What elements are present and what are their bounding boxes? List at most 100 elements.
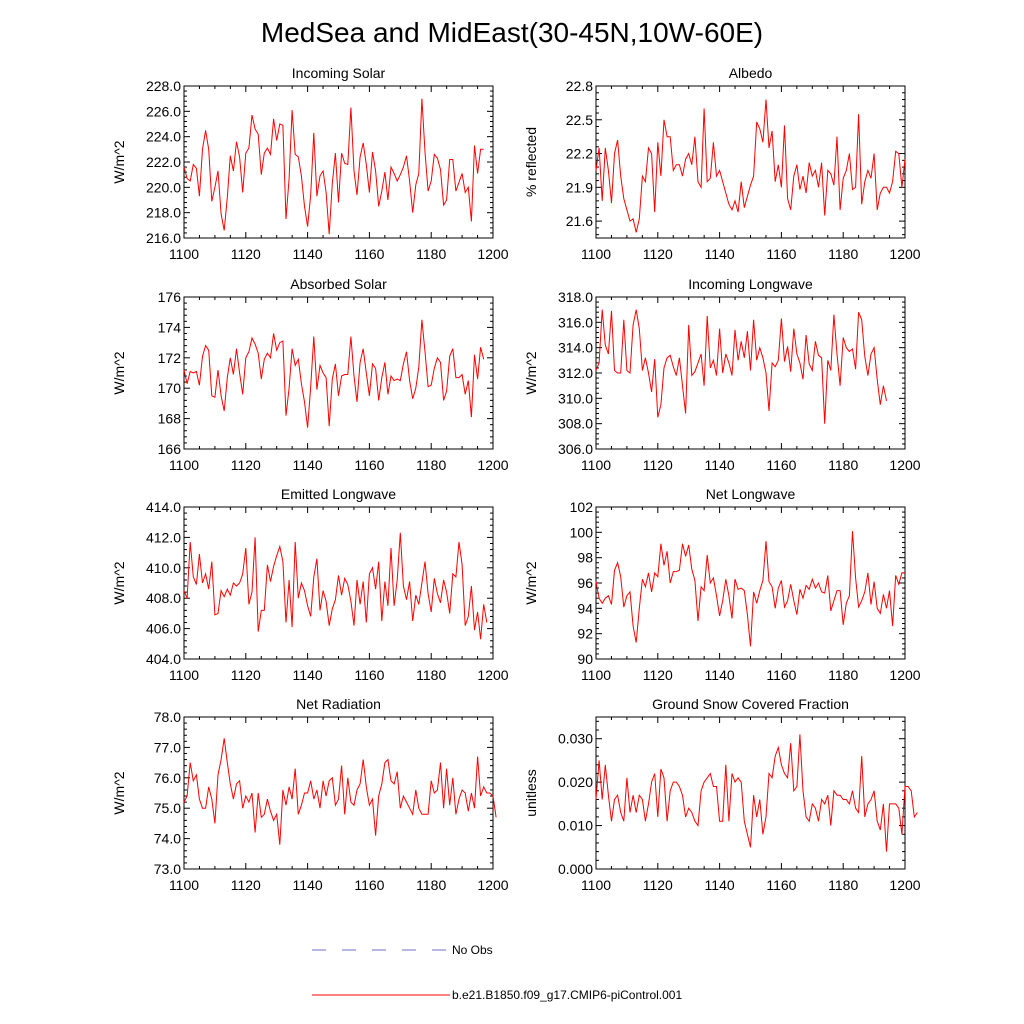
panel-5: Net Longwave W/m^2 1100 1120 1140 1160 1180 120… xyxy=(523,486,921,683)
panel-title: Ground Snow Covered Fraction xyxy=(652,696,849,712)
x-tick-label: 1100 xyxy=(169,457,199,473)
x-tick-label: 1160 xyxy=(354,877,384,893)
x-tick-label: 1200 xyxy=(889,667,920,683)
y-tick-label: 73.0 xyxy=(154,861,181,877)
x-tick-label: 1180 xyxy=(416,877,446,893)
y-tick-label: 216.0 xyxy=(146,230,181,246)
y-tick-label: 22.2 xyxy=(566,146,593,162)
x-tick-label: 1200 xyxy=(477,667,508,683)
y-tick-label: 408.0 xyxy=(146,590,181,606)
x-tick-label: 1200 xyxy=(477,877,508,893)
y-tick-label: 0.000 xyxy=(558,861,593,877)
x-tick-label: 1140 xyxy=(293,667,323,683)
x-tick-label: 1120 xyxy=(643,457,673,473)
x-tick-label: 1100 xyxy=(581,457,611,473)
x-tick-label: 1180 xyxy=(416,246,446,262)
series-line xyxy=(183,98,484,235)
y-tick-label: 96 xyxy=(577,575,593,591)
x-tick-label: 1120 xyxy=(643,246,673,262)
legend: No Obs b.e21.B1850.f09_g17.CMIP6-piContr… xyxy=(312,943,682,1002)
x-tick-label: 1200 xyxy=(889,877,920,893)
panel-7: Ground Snow Covered Fraction unitless 1100… xyxy=(523,696,921,893)
y-tick-label: 0.020 xyxy=(558,774,593,790)
panel-4: Emitted Longwave W/m^2 1100 1120 1140 1160 118… xyxy=(111,486,509,683)
x-tick-label: 1100 xyxy=(581,246,611,262)
y-tick-label: 21.9 xyxy=(566,179,593,195)
series-line xyxy=(595,531,905,647)
y-tick-label: 22.5 xyxy=(566,112,593,128)
x-tick-label: 1140 xyxy=(293,246,323,262)
x-tick-label: 1100 xyxy=(169,877,199,893)
y-tick-label: 314.0 xyxy=(558,340,593,356)
y-tick-label: 170 xyxy=(158,380,182,396)
panel-title: Emitted Longwave xyxy=(281,486,396,502)
legend-obs-label: No Obs xyxy=(452,943,493,957)
y-tick-label: 404.0 xyxy=(146,651,181,667)
panel-title: Incoming Longwave xyxy=(688,276,813,292)
y-tick-label: 100 xyxy=(570,524,594,540)
y-axis-label: W/m^2 xyxy=(111,140,127,183)
plot-frame xyxy=(183,506,494,660)
series-line xyxy=(595,734,918,852)
y-tick-label: 222.0 xyxy=(146,154,181,170)
y-axis-label: W/m^2 xyxy=(523,561,539,604)
x-tick-label: 1160 xyxy=(766,667,796,683)
y-axis-label: W/m^2 xyxy=(111,771,127,814)
y-tick-label: 22.8 xyxy=(566,78,593,94)
y-tick-label: 226.0 xyxy=(146,103,181,119)
y-tick-label: 412.0 xyxy=(146,529,181,545)
plot-frame xyxy=(183,85,494,239)
plot-frame xyxy=(183,296,494,450)
y-tick-label: 78.0 xyxy=(154,709,181,725)
panel-0: Incoming Solar W/m^2 1100 1120 1140 1160 1180 1… xyxy=(111,65,509,262)
x-tick-label: 1140 xyxy=(293,457,323,473)
x-tick-label: 1120 xyxy=(643,877,673,893)
panel-3: Incoming Longwave W/m^2 1100 1120 1140 1160 11… xyxy=(523,276,921,473)
y-tick-label: 77.0 xyxy=(154,739,181,755)
y-tick-label: 414.0 xyxy=(146,499,181,515)
x-tick-label: 1180 xyxy=(416,457,446,473)
y-tick-label: 90 xyxy=(577,651,593,667)
panel-grid: Incoming Solar W/m^2 1100 1120 1140 1160 1180 1… xyxy=(111,65,921,893)
y-tick-label: 406.0 xyxy=(146,621,181,637)
y-tick-label: 92 xyxy=(577,626,593,642)
y-tick-label: 316.0 xyxy=(558,314,593,330)
panel-title: Albedo xyxy=(729,65,773,81)
x-tick-label: 1180 xyxy=(828,877,858,893)
x-tick-label: 1160 xyxy=(766,457,796,473)
x-tick-label: 1160 xyxy=(354,457,384,473)
x-tick-label: 1120 xyxy=(231,877,261,893)
y-axis-label: W/m^2 xyxy=(523,351,539,394)
y-tick-label: 224.0 xyxy=(146,129,181,145)
x-tick-label: 1100 xyxy=(169,246,199,262)
series-line xyxy=(595,99,906,233)
x-tick-label: 1120 xyxy=(231,457,261,473)
page-title: MedSea and MidEast(30-45N,10W-60E) xyxy=(261,17,763,48)
panel-title: Net Longwave xyxy=(706,486,796,502)
y-tick-label: 21.6 xyxy=(566,213,593,229)
x-tick-label: 1200 xyxy=(889,457,920,473)
x-tick-label: 1160 xyxy=(354,246,384,262)
x-tick-label: 1180 xyxy=(416,667,446,683)
y-axis-label: % reflected xyxy=(523,127,539,197)
y-tick-label: 410.0 xyxy=(146,560,181,576)
series-line xyxy=(183,738,497,845)
y-tick-label: 306.0 xyxy=(558,441,593,457)
x-tick-label: 1200 xyxy=(477,457,508,473)
y-tick-label: 228.0 xyxy=(146,78,181,94)
y-tick-label: 308.0 xyxy=(558,416,593,432)
x-tick-label: 1180 xyxy=(828,457,858,473)
x-tick-label: 1180 xyxy=(828,667,858,683)
y-axis-label: unitless xyxy=(523,769,539,816)
series-line xyxy=(595,309,887,424)
x-tick-label: 1140 xyxy=(293,877,323,893)
y-axis-label: W/m^2 xyxy=(111,561,127,604)
panel-title: Incoming Solar xyxy=(292,65,386,81)
panel-title: Net Radiation xyxy=(296,696,381,712)
y-tick-label: 98 xyxy=(577,550,593,566)
plot-frame xyxy=(183,716,494,870)
y-tick-label: 218.0 xyxy=(146,205,181,221)
x-tick-label: 1160 xyxy=(766,877,796,893)
panel-6: Net Radiation W/m^2 1100 1120 1140 1160 1180 12… xyxy=(111,696,509,893)
